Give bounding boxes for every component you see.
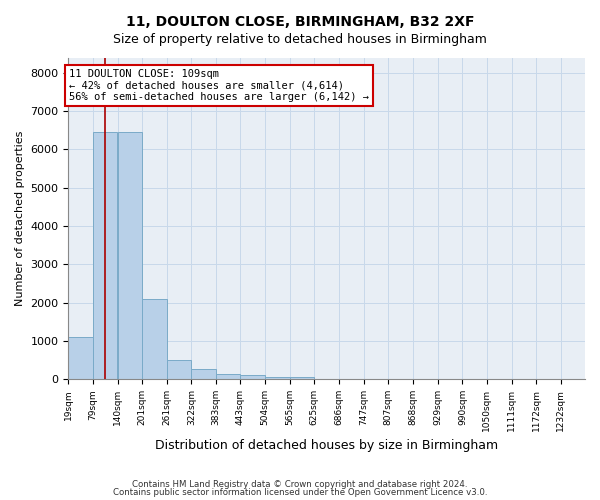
Bar (93, 132, 117, 380)
Bar (265, 377, 290, 380)
Bar (216, 374, 241, 380)
Text: Contains HM Land Registry data © Crown copyright and database right 2024.: Contains HM Land Registry data © Crown c… (132, 480, 468, 489)
Bar (167, 360, 191, 380)
Y-axis label: Number of detached properties: Number of detached properties (15, 130, 25, 306)
Bar (68, 337, 93, 380)
X-axis label: Distribution of detached houses by size in Birmingham: Distribution of detached houses by size … (155, 440, 498, 452)
Text: 11, DOULTON CLOSE, BIRMINGHAM, B32 2XF: 11, DOULTON CLOSE, BIRMINGHAM, B32 2XF (126, 15, 474, 29)
Bar (191, 369, 216, 380)
Bar (118, 132, 142, 380)
Bar (241, 376, 265, 380)
Text: Size of property relative to detached houses in Birmingham: Size of property relative to detached ho… (113, 32, 487, 46)
Text: Contains public sector information licensed under the Open Government Licence v3: Contains public sector information licen… (113, 488, 487, 497)
Text: 11 DOULTON CLOSE: 109sqm
← 42% of detached houses are smaller (4,614)
56% of sem: 11 DOULTON CLOSE: 109sqm ← 42% of detach… (69, 69, 369, 102)
Bar (290, 377, 314, 380)
Bar (142, 299, 167, 380)
